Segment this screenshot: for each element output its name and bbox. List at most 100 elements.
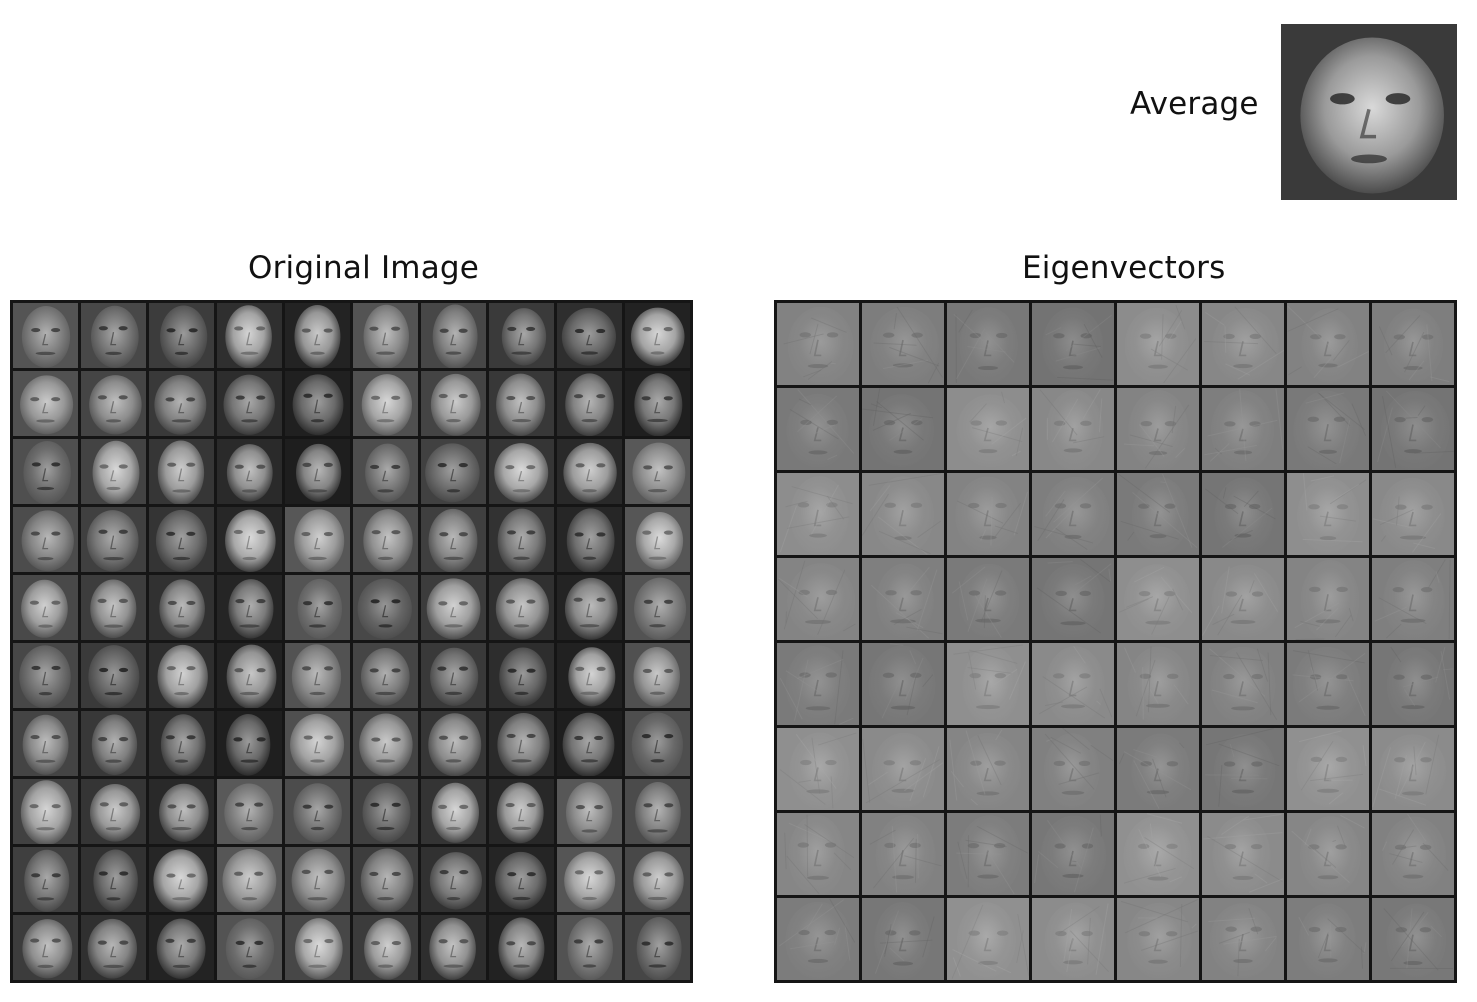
- face-thumbnail: [217, 507, 282, 572]
- eigenface-thumbnail: [1372, 813, 1454, 895]
- face-thumbnail: [421, 915, 486, 980]
- face-thumbnail: [285, 779, 350, 844]
- face-thumbnail: [285, 643, 350, 708]
- face-thumbnail: [13, 575, 78, 640]
- face-thumbnail: [13, 915, 78, 980]
- face-thumbnail: [625, 575, 690, 640]
- eigenvectors-grid: [774, 300, 1457, 983]
- eigenface-thumbnail: [777, 558, 859, 640]
- face-thumbnail: [353, 439, 418, 504]
- eigenface-thumbnail: [1032, 303, 1114, 385]
- face-thumbnail: [285, 847, 350, 912]
- eigenface-thumbnail: [1372, 898, 1454, 980]
- face-thumbnail: [285, 711, 350, 776]
- eigenface-thumbnail: [1372, 643, 1454, 725]
- eigenface-thumbnail: [777, 643, 859, 725]
- face-thumbnail: [557, 575, 622, 640]
- face-thumbnail: [353, 915, 418, 980]
- eigenface-thumbnail: [1202, 558, 1284, 640]
- eigenface-thumbnail: [1202, 643, 1284, 725]
- eigenface-thumbnail: [1372, 558, 1454, 640]
- face-thumbnail: [81, 439, 146, 504]
- eigenface-thumbnail: [862, 558, 944, 640]
- eigenface-thumbnail: [947, 303, 1029, 385]
- face-thumbnail: [557, 847, 622, 912]
- eigenface-thumbnail: [777, 473, 859, 555]
- face-thumbnail: [421, 575, 486, 640]
- face-thumbnail: [149, 303, 214, 368]
- eigenface-thumbnail: [947, 813, 1029, 895]
- face-thumbnail: [149, 575, 214, 640]
- eigenface-thumbnail: [1117, 388, 1199, 470]
- face-thumbnail: [217, 915, 282, 980]
- eigenface-thumbnail: [1287, 813, 1369, 895]
- face-thumbnail: [13, 847, 78, 912]
- face-thumbnail: [489, 779, 554, 844]
- face-thumbnail: [149, 643, 214, 708]
- face-thumbnail: [625, 507, 690, 572]
- eigenface-thumbnail: [947, 728, 1029, 810]
- eigenface-thumbnail: [1287, 388, 1369, 470]
- face-thumbnail: [353, 371, 418, 436]
- eigenface-thumbnail: [1117, 813, 1199, 895]
- face-thumbnail: [421, 779, 486, 844]
- face-thumbnail: [625, 779, 690, 844]
- face-thumbnail: [285, 371, 350, 436]
- face-thumbnail: [421, 439, 486, 504]
- eigenface-thumbnail: [1372, 388, 1454, 470]
- eigenface-thumbnail: [1032, 473, 1114, 555]
- face-thumbnail: [489, 371, 554, 436]
- face-thumbnail: [217, 303, 282, 368]
- eigenface-thumbnail: [1117, 558, 1199, 640]
- eigenface-thumbnail: [947, 388, 1029, 470]
- face-thumbnail: [81, 915, 146, 980]
- face-thumbnail: [13, 439, 78, 504]
- face-thumbnail: [353, 507, 418, 572]
- eigenface-thumbnail: [1372, 473, 1454, 555]
- eigenface-thumbnail: [1032, 643, 1114, 725]
- face-thumbnail: [625, 847, 690, 912]
- eigenface-thumbnail: [1117, 303, 1199, 385]
- face-thumbnail: [557, 507, 622, 572]
- eigenface-thumbnail: [1202, 388, 1284, 470]
- average-face-image: [1281, 24, 1457, 200]
- eigenface-thumbnail: [777, 303, 859, 385]
- original-image-grid: [10, 300, 693, 983]
- average-label: Average: [1130, 86, 1259, 122]
- face-thumbnail: [149, 847, 214, 912]
- eigenface-thumbnail: [862, 473, 944, 555]
- face-thumbnail: [149, 439, 214, 504]
- face-thumbnail: [489, 847, 554, 912]
- face-thumbnail: [217, 847, 282, 912]
- face-thumbnail: [625, 643, 690, 708]
- eigenface-thumbnail: [947, 643, 1029, 725]
- face-thumbnail: [489, 507, 554, 572]
- eigenface-thumbnail: [1202, 303, 1284, 385]
- eigenface-thumbnail: [1287, 473, 1369, 555]
- face-thumbnail: [421, 507, 486, 572]
- face-thumbnail: [489, 915, 554, 980]
- face-thumbnail: [285, 575, 350, 640]
- face-thumbnail: [149, 711, 214, 776]
- eigenface-thumbnail: [947, 558, 1029, 640]
- face-thumbnail: [625, 371, 690, 436]
- face-thumbnail: [81, 303, 146, 368]
- face-thumbnail: [557, 915, 622, 980]
- eigenvectors-title: Eigenvectors: [1022, 250, 1226, 286]
- face-thumbnail: [285, 303, 350, 368]
- face-thumbnail: [81, 847, 146, 912]
- face-thumbnail: [13, 303, 78, 368]
- face-thumbnail: [625, 439, 690, 504]
- face-thumbnail: [285, 507, 350, 572]
- face-thumbnail: [13, 507, 78, 572]
- face-thumbnail: [557, 439, 622, 504]
- eigenface-thumbnail: [1032, 898, 1114, 980]
- face-thumbnail: [421, 371, 486, 436]
- face-thumbnail: [353, 643, 418, 708]
- face-thumbnail: [285, 915, 350, 980]
- eigenface-thumbnail: [1032, 728, 1114, 810]
- eigenface-thumbnail: [1032, 813, 1114, 895]
- face-thumbnail: [489, 575, 554, 640]
- face-thumbnail: [353, 779, 418, 844]
- face-thumbnail: [489, 303, 554, 368]
